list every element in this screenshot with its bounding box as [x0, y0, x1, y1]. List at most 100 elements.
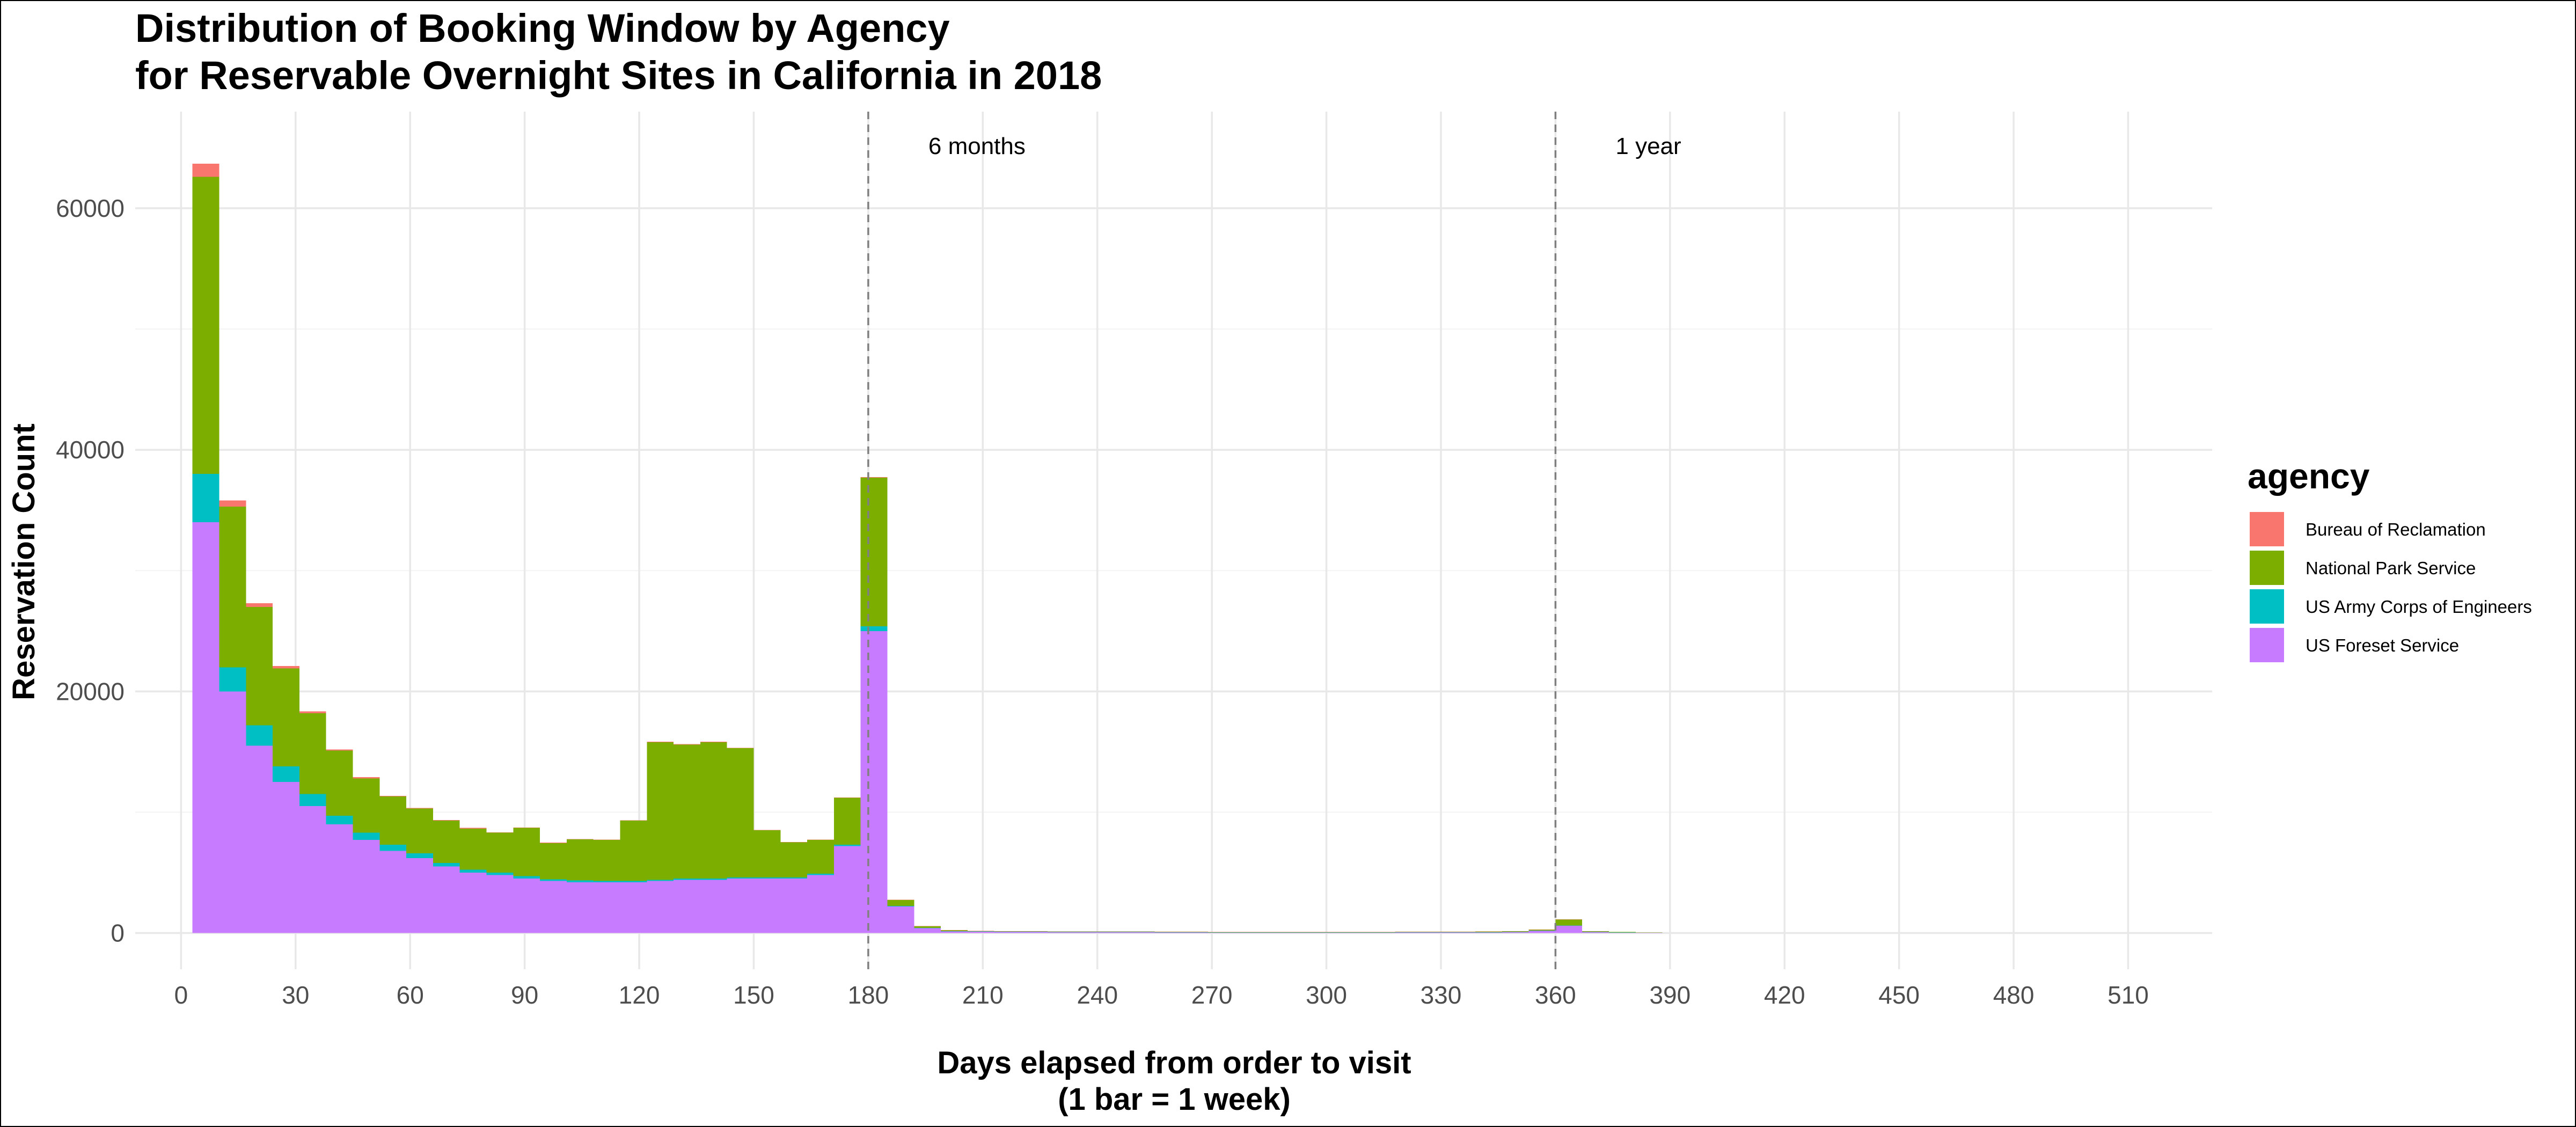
bars: [192, 163, 1663, 933]
x-tick-label: 300: [1306, 981, 1347, 1009]
bar-segment: [1101, 932, 1128, 933]
bar-segment: [1288, 932, 1315, 933]
x-tick-label: 510: [2107, 981, 2149, 1009]
bar-segment: [807, 874, 834, 875]
bar-segment: [1555, 925, 1583, 933]
bar-segment: [994, 931, 1021, 932]
bar-segment: [700, 879, 727, 880]
bar-segment: [674, 744, 700, 879]
x-tick-label: 240: [1077, 981, 1118, 1009]
bar-segment: [1261, 932, 1289, 933]
bar-segment: [273, 666, 299, 669]
bar-segment: [941, 930, 968, 931]
bar-segment: [433, 862, 460, 867]
bar-segment: [566, 882, 594, 933]
bar-segment: [1502, 932, 1529, 933]
x-axis-title-line-1: Days elapsed from order to visit: [937, 1045, 1411, 1080]
bar-segment: [1448, 932, 1476, 933]
bar-segment: [1128, 932, 1155, 933]
bar-segment: [593, 839, 620, 840]
bar-segment: [860, 631, 888, 933]
series-us-foreset-service: [192, 522, 1663, 933]
bar-segment: [1342, 932, 1368, 933]
bar-segment: [1368, 932, 1395, 933]
bar-segment: [727, 877, 754, 879]
bar-segment: [1502, 932, 1529, 933]
bar-segment: [1608, 932, 1636, 933]
x-axis-title-line-2: (1 bar = 1 week): [1058, 1082, 1291, 1117]
bar-segment: [1315, 932, 1342, 933]
bar-segment: [353, 832, 380, 840]
chart-title-line-1: Distribution of Booking Window by Agency: [135, 6, 950, 50]
bar-segment: [780, 877, 808, 879]
bar-segment: [994, 932, 1021, 933]
bar-segment: [353, 777, 380, 779]
bar-segment: [1048, 932, 1075, 933]
bar-segment: [593, 882, 620, 933]
bar-segment: [967, 931, 994, 933]
bar-segment: [914, 926, 941, 928]
bar-segment: [299, 806, 326, 933]
bar-segment: [192, 177, 219, 474]
bar-segment: [379, 851, 407, 933]
x-tick-label: 360: [1535, 981, 1576, 1009]
bar-segment: [540, 881, 567, 933]
bar-segment: [674, 744, 700, 745]
bar-segment: [620, 821, 647, 881]
bar-segment: [540, 843, 567, 880]
bar-segment: [219, 500, 246, 507]
bar-segment: [780, 842, 808, 877]
bar-segment: [299, 713, 326, 794]
legend-label: National Park Service: [2306, 558, 2476, 578]
x-tick-label: 480: [1993, 981, 2035, 1009]
bar-segment: [219, 506, 246, 668]
bar-segment: [1261, 932, 1289, 933]
bar-segment: [833, 797, 861, 798]
bar-segment: [1021, 931, 1048, 932]
bar-segment: [994, 931, 1021, 932]
bar-segment: [887, 899, 914, 906]
bar-segment: [192, 474, 219, 523]
bar-segment: [1181, 932, 1209, 933]
bar-segment: [1342, 932, 1368, 933]
bar-segment: [246, 725, 273, 746]
bar-segment: [941, 931, 968, 933]
bar-segment: [433, 821, 460, 863]
series-national-park-service: [192, 177, 1663, 933]
bar-segment: [1582, 931, 1609, 932]
bar-segment: [593, 881, 620, 882]
x-tick-label: 150: [733, 981, 774, 1009]
legend-swatch: [2250, 589, 2284, 624]
bar-segment: [647, 742, 674, 880]
bar-segment: [1555, 919, 1583, 920]
bar-segment: [406, 853, 433, 858]
bar-segment: [620, 820, 647, 821]
x-tick-label: 330: [1421, 981, 1462, 1009]
bar-segment: [486, 875, 514, 933]
bar-segment: [914, 928, 941, 933]
bar-segment: [593, 840, 620, 881]
bar-segment: [753, 877, 781, 879]
x-tick-label: 420: [1764, 981, 1805, 1009]
bar-segment: [379, 845, 407, 851]
bar-segment: [326, 750, 353, 816]
bar-segment: [1154, 932, 1182, 933]
legend-swatch: [2250, 512, 2284, 546]
bar-segment: [299, 794, 326, 807]
bar-segment: [780, 879, 808, 933]
bar-segment: [192, 163, 219, 177]
bar-segment: [1101, 932, 1128, 933]
legend-swatch: [2250, 551, 2284, 585]
bar-segment: [433, 866, 460, 933]
bar-segment: [1181, 932, 1209, 933]
legend: agency Bureau of Reclamation National Par…: [2248, 456, 2532, 662]
x-tick-label: 180: [848, 981, 889, 1009]
bar-segment: [273, 668, 299, 766]
bar-segment: [887, 899, 914, 900]
bar-segment: [1128, 932, 1155, 933]
bar-segment: [833, 846, 861, 933]
bar-segment: [219, 691, 246, 933]
bar-segment: [1154, 932, 1182, 933]
bar-segment: [674, 880, 700, 933]
